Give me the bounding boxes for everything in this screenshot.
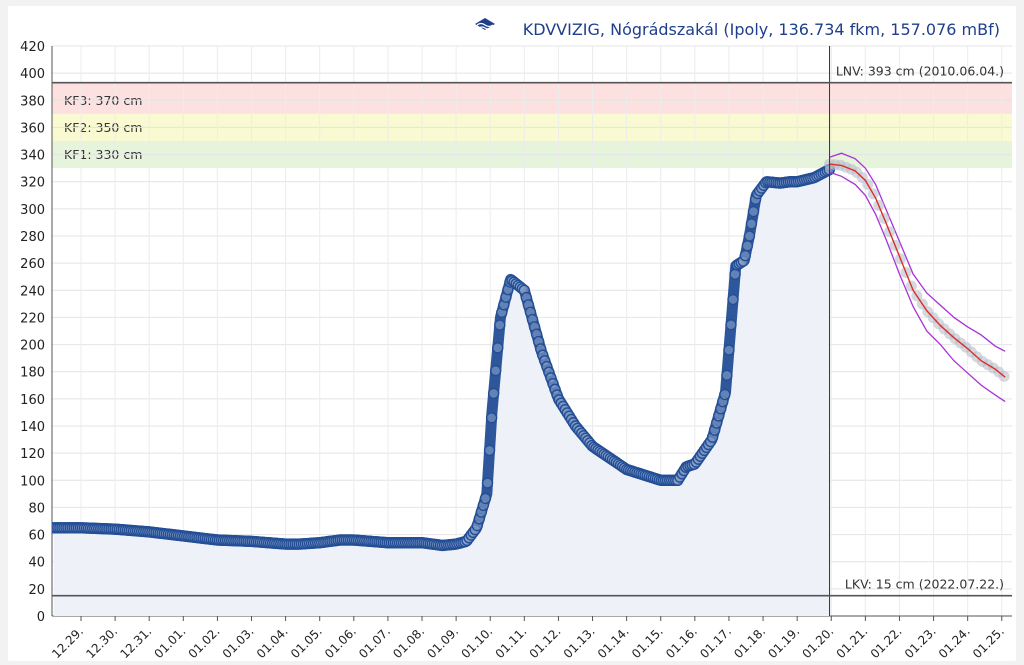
x-tick-label: 01.12. — [527, 624, 564, 661]
measured-point — [745, 218, 758, 230]
measured-point — [747, 205, 760, 218]
y-tick-label: 400 — [20, 67, 45, 82]
x-tick-label: 01.15. — [629, 624, 666, 661]
measured-point — [485, 412, 498, 424]
y-tick-label: 300 — [20, 203, 45, 218]
x-tick-label: 01.09. — [424, 624, 461, 661]
y-tick-label: 220 — [20, 311, 45, 326]
measured-point — [729, 268, 741, 280]
y-tick-label: 140 — [20, 420, 45, 435]
measured-point — [723, 344, 735, 356]
x-tick-label: 12.29. — [49, 624, 86, 661]
reference-label-lnv: LNV: 393 cm (2010.06.04.) — [836, 64, 1004, 79]
measured-point — [483, 444, 496, 457]
y-tick-label: 180 — [20, 366, 45, 381]
y-tick-label: 420 — [20, 40, 45, 55]
measured-point — [719, 388, 731, 401]
y-tick-label: 340 — [20, 149, 45, 164]
measured-point — [479, 492, 492, 505]
chart-title: KDVVIZIG, Nógrádszakál (Ipoly, 136.734 f… — [523, 20, 1000, 39]
y-tick-label: 60 — [28, 529, 45, 544]
x-tick-label: 01.17. — [697, 624, 734, 661]
measured-area — [53, 169, 830, 616]
measured-point — [727, 293, 739, 306]
x-tick-label: 01.14. — [595, 624, 632, 661]
x-tick-label: 01.23. — [902, 624, 939, 661]
kdvvizig-wave-logo-icon — [475, 18, 495, 30]
measured-point — [481, 477, 494, 489]
measured-point — [494, 319, 506, 331]
measured-point — [721, 369, 733, 381]
measured-point — [741, 240, 754, 252]
measured-point — [725, 319, 737, 331]
chart-title-group: KDVVIZIG, Nógrádszakál (Ipoly, 136.734 f… — [475, 18, 1000, 39]
measured-point — [743, 230, 756, 242]
measured-point — [492, 342, 504, 354]
alert-band-3 — [52, 82, 1012, 114]
x-tick-label: 12.30. — [83, 624, 120, 661]
reference-lines: LNV: 393 cm (2010.06.04.) LKV: 15 cm (202… — [52, 46, 1012, 616]
y-tick-label: 0 — [37, 610, 45, 625]
x-tick-label: 01.04. — [254, 624, 291, 661]
forecast-upper-bound — [829, 152, 1006, 352]
forecast-lower-bound — [829, 171, 1006, 403]
x-tick-label: 01.21. — [834, 624, 871, 661]
x-tick-label: 01.11. — [493, 624, 530, 661]
y-tick-label: 160 — [20, 393, 45, 408]
x-tick-label: 01.03. — [220, 624, 257, 661]
x-tick-label: 01.20. — [799, 624, 836, 661]
y-tick-label: 320 — [20, 176, 45, 191]
y-tick-label: 200 — [20, 339, 45, 354]
y-tick-label: 240 — [20, 284, 45, 299]
measured-point — [487, 387, 500, 400]
y-tick-label: 80 — [28, 501, 45, 516]
measured-point — [739, 249, 752, 262]
x-tick-label: 01.19. — [765, 624, 802, 661]
x-tick-label: 01.07. — [356, 624, 393, 661]
x-tick-label: 01.10. — [458, 624, 495, 661]
y-tick-label: 40 — [28, 556, 45, 571]
x-tick-label: 01.16. — [663, 624, 700, 661]
series — [52, 152, 1010, 616]
x-axis: 12.29.12.30.12.31.01.01.01.02.01.03.01.0… — [49, 616, 1007, 661]
measured-point — [489, 364, 502, 377]
x-tick-label: 01.02. — [186, 624, 223, 661]
x-tick-label: 01.13. — [561, 624, 598, 661]
y-tick-label: 260 — [20, 257, 45, 272]
x-tick-label: 01.24. — [936, 624, 973, 661]
x-tick-label: 01.06. — [322, 624, 359, 661]
x-tick-label: 12.31. — [117, 624, 154, 661]
y-tick-label: 100 — [20, 474, 45, 489]
forecast-line — [829, 163, 1006, 378]
y-axis: 0 20 40 60 80 100 120 140 160 180 200 220 240 260 280 3… — [20, 40, 45, 625]
x-tick-label: 01.25. — [970, 624, 1007, 661]
x-tick-label: 01.01. — [152, 624, 189, 661]
chart-frame: KF1: 330 cm KF2: 350 cm KF3: 370 cm 0 20 40 6… — [8, 6, 1016, 661]
x-tick-label: 01.18. — [731, 624, 768, 661]
x-tick-label: 01.22. — [868, 624, 905, 661]
measured-points — [52, 163, 835, 552]
x-tick-label: 01.08. — [390, 624, 427, 661]
y-tick-label: 380 — [20, 94, 45, 109]
y-tick-label: 20 — [28, 583, 45, 598]
y-tick-label: 280 — [20, 230, 45, 245]
reference-label-lkv: LKV: 15 cm (2022.07.22.) — [845, 577, 1004, 592]
forecast-points — [824, 158, 1010, 382]
x-tick-label: 01.05. — [288, 624, 325, 661]
y-tick-label: 120 — [20, 447, 45, 462]
y-tick-label: 360 — [20, 121, 45, 136]
